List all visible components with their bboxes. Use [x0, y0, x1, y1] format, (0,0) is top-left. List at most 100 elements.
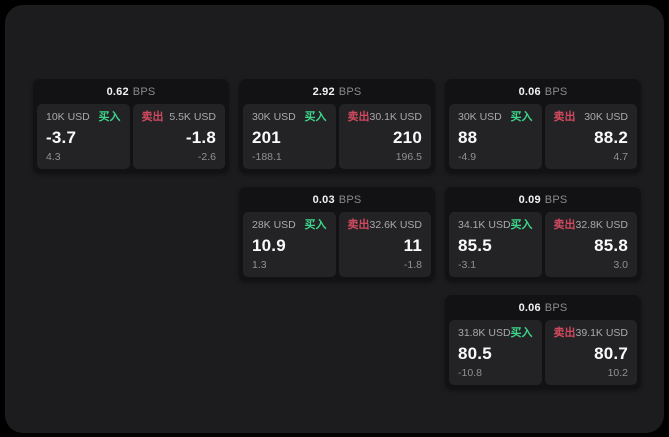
buy-delta: -4.9: [458, 151, 477, 163]
bps-value: 0.03: [312, 193, 335, 206]
sell-amount: 5.5K USD: [169, 111, 216, 123]
sell-quote-panel[interactable]: 卖出 5.5K USD -1.8 -2.6: [132, 104, 225, 169]
sell-price: 85.8: [594, 235, 628, 255]
bps-value: 0.06: [518, 301, 541, 314]
buy-quote-panel[interactable]: 30K USD 买入 88 -4.9: [449, 104, 542, 169]
bps-unit-label: BPS: [132, 85, 156, 98]
sell-delta: -2.6: [197, 151, 216, 163]
bps-unit-label: BPS: [338, 85, 362, 98]
sell-amount: 39.1K USD: [575, 327, 629, 339]
sell-amount: 30.1K USD: [369, 111, 423, 123]
card-body: 28K USD 买入 10.9 1.3 卖出 32.6K USD 11 -1.8: [239, 212, 435, 281]
sell-delta: -1.8: [403, 259, 422, 271]
sell-quote-panel[interactable]: 卖出 30K USD 88.2 4.7: [544, 104, 637, 169]
buy-delta: 4.3: [46, 151, 61, 163]
app-panel: 0.62 BPS 10K USD 买入 -3.7 4.3 卖出 5.5K USD: [5, 5, 664, 433]
bps-value: 0.62: [106, 85, 129, 98]
card-body: 30K USD 买入 201 -188.1 卖出 30.1K USD 210 1…: [239, 104, 435, 173]
sell-quote-panel[interactable]: 卖出 32.6K USD 11 -1.8: [338, 212, 431, 277]
sell-price: 80.7: [594, 343, 628, 363]
buy-amount: 31.8K USD: [458, 327, 511, 339]
card-body: 31.8K USD 买入 80.5 -10.8 卖出 39.1K USD 80.…: [445, 320, 641, 389]
sell-amount: 32.6K USD: [369, 219, 423, 231]
buy-delta: -3.1: [458, 259, 477, 271]
card-header: 0.03 BPS: [239, 187, 435, 212]
bps-unit-label: BPS: [544, 85, 568, 98]
buy-header-row: 30K USD 买入: [252, 111, 327, 123]
buy-label: 买入: [510, 111, 533, 123]
sell-header-row: 卖出 30.1K USD: [348, 111, 423, 123]
buy-quote-panel[interactable]: 28K USD 买入 10.9 1.3: [243, 212, 336, 277]
sell-header-row: 卖出 32.6K USD: [348, 219, 423, 231]
buy-label: 买入: [510, 327, 533, 339]
buy-delta: -10.8: [458, 367, 482, 379]
buy-price: -3.7: [46, 127, 77, 147]
bps-value: 0.06: [518, 85, 541, 98]
card-header: 0.06 BPS: [445, 79, 641, 104]
sell-amount: 32.8K USD: [575, 219, 629, 231]
buy-quote-panel[interactable]: 30K USD 买入 201 -188.1: [243, 104, 336, 169]
sell-label: 卖出: [553, 111, 576, 123]
buy-price: 201: [252, 127, 281, 147]
buy-header-row: 30K USD 买入: [458, 111, 533, 123]
card-header: 0.09 BPS: [445, 187, 641, 212]
buy-label: 买入: [304, 111, 327, 123]
sell-delta: 196.5: [395, 151, 422, 163]
sell-price: 11: [403, 235, 422, 255]
buy-quote-panel[interactable]: 31.8K USD 买入 80.5 -10.8: [449, 320, 542, 385]
bps-unit-label: BPS: [338, 193, 362, 206]
sell-header-row: 卖出 5.5K USD: [142, 111, 217, 123]
buy-price: 88: [458, 127, 478, 147]
card-header: 2.92 BPS: [239, 79, 435, 104]
sell-quote-panel[interactable]: 卖出 39.1K USD 80.7 10.2: [544, 320, 637, 385]
buy-delta: -188.1: [252, 151, 282, 163]
buy-header-row: 31.8K USD 买入: [458, 327, 533, 339]
buy-amount: 28K USD: [252, 219, 296, 231]
buy-label: 买入: [98, 111, 121, 123]
card-body: 30K USD 买入 88 -4.9 卖出 30K USD 88.2 4.7: [445, 104, 641, 173]
buy-header-row: 34.1K USD 买入: [458, 219, 533, 231]
bps-unit-label: BPS: [544, 301, 568, 314]
buy-header-row: 10K USD 买入: [46, 111, 121, 123]
bps-value: 0.09: [518, 193, 541, 206]
buy-delta: 1.3: [252, 259, 267, 271]
sell-header-row: 卖出 32.8K USD: [554, 219, 629, 231]
sell-price: 210: [393, 127, 422, 147]
card-body: 10K USD 买入 -3.7 4.3 卖出 5.5K USD -1.8 -2.…: [33, 104, 229, 173]
buy-header-row: 28K USD 买入: [252, 219, 327, 231]
buy-quote-panel[interactable]: 34.1K USD 买入 85.5 -3.1: [449, 212, 542, 277]
sell-label: 卖出: [347, 111, 370, 123]
sell-quote-panel[interactable]: 卖出 30.1K USD 210 196.5: [338, 104, 431, 169]
sell-amount: 30K USD: [584, 111, 628, 123]
card-body: 34.1K USD 买入 85.5 -3.1 卖出 32.8K USD 85.8…: [445, 212, 641, 281]
quote-card: 0.09 BPS 34.1K USD 买入 85.5 -3.1 卖出 32.8K…: [445, 187, 641, 281]
buy-amount: 30K USD: [458, 111, 502, 123]
quote-card: 0.62 BPS 10K USD 买入 -3.7 4.3 卖出 5.5K USD: [33, 79, 229, 173]
sell-price: -1.8: [185, 127, 216, 147]
sell-label: 卖出: [347, 219, 370, 231]
buy-label: 买入: [304, 219, 327, 231]
quote-card: 2.92 BPS 30K USD 买入 201 -188.1 卖出 30.1K …: [239, 79, 435, 173]
bps-value: 2.92: [312, 85, 335, 98]
bps-unit-label: BPS: [544, 193, 568, 206]
sell-delta: 3.0: [613, 259, 628, 271]
buy-price: 85.5: [458, 235, 492, 255]
buy-amount: 34.1K USD: [458, 219, 511, 231]
quote-card: 0.03 BPS 28K USD 买入 10.9 1.3 卖出 32.6K US…: [239, 187, 435, 281]
sell-price: 88.2: [594, 127, 628, 147]
buy-amount: 30K USD: [252, 111, 296, 123]
sell-header-row: 卖出 30K USD: [554, 111, 629, 123]
quote-card: 0.06 BPS 30K USD 买入 88 -4.9 卖出 30K USD: [445, 79, 641, 173]
quote-card: 0.06 BPS 31.8K USD 买入 80.5 -10.8 卖出 39.1…: [445, 295, 641, 389]
buy-quote-panel[interactable]: 10K USD 买入 -3.7 4.3: [37, 104, 130, 169]
sell-quote-panel[interactable]: 卖出 32.8K USD 85.8 3.0: [544, 212, 637, 277]
sell-header-row: 卖出 39.1K USD: [554, 327, 629, 339]
sell-label: 卖出: [141, 111, 164, 123]
buy-price: 80.5: [458, 343, 492, 363]
sell-delta: 4.7: [613, 151, 628, 163]
sell-label: 卖出: [553, 327, 576, 339]
card-header: 0.06 BPS: [445, 295, 641, 320]
buy-amount: 10K USD: [46, 111, 90, 123]
buy-price: 10.9: [252, 235, 286, 255]
